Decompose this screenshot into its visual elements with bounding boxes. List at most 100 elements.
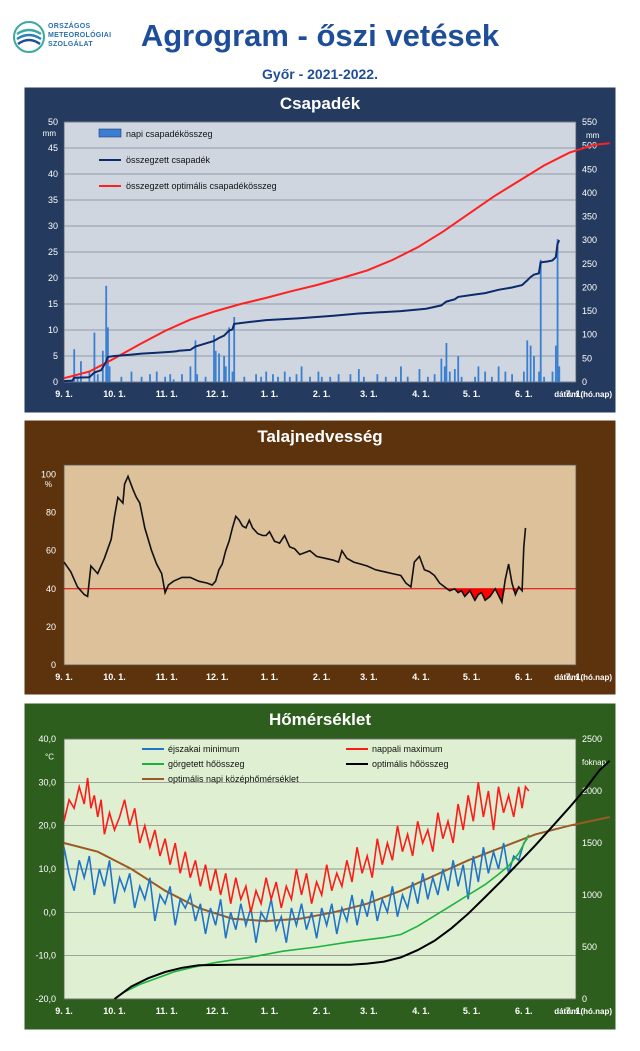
y-tick-label-right: 1500: [582, 838, 602, 848]
precip-bar: [529, 345, 532, 382]
x-tick-label: 5. 1.: [463, 1006, 481, 1016]
precip-bar: [538, 371, 540, 382]
y-tick-label-right: 200: [582, 282, 597, 292]
legend-label: optimális hőösszeg: [372, 759, 449, 769]
precip-bar: [288, 376, 291, 382]
page-title: Agrogram - őszi vetések: [140, 18, 500, 53]
chart-title: Hőmérséklet: [269, 710, 371, 729]
logo-text-1: ORSZÁGOS: [48, 23, 91, 30]
precip-bar: [362, 376, 365, 382]
y-tick-label-left: 45: [48, 143, 58, 153]
y-tick-label: 80: [46, 508, 56, 518]
series-line: [113, 760, 611, 1000]
y-tick-label-left: 50: [48, 117, 58, 127]
x-tick-label: 6. 1.: [515, 389, 533, 399]
precip-bar: [218, 353, 220, 382]
x-tick-label: 12. 1.: [206, 1006, 229, 1016]
precip-bar: [504, 371, 507, 382]
y-tick-label-left: 10: [48, 325, 58, 335]
precip-bar: [460, 376, 463, 382]
precip-bar: [260, 376, 263, 382]
precip-bar: [477, 366, 480, 382]
precip-bar: [406, 376, 409, 382]
precip-bar: [426, 376, 429, 382]
x-tick-label: 2. 1.: [313, 389, 331, 399]
precip-bar: [149, 374, 151, 382]
precip-bar: [120, 376, 123, 382]
y-tick-label: 100: [41, 470, 56, 480]
precip-bar: [443, 366, 446, 382]
y-tick-label-right: 150: [582, 306, 597, 316]
legend-label: nappali maximum: [372, 744, 443, 754]
y-tick-label-left: 5: [53, 351, 58, 361]
x-tick-label: 7. 1.: [566, 1006, 584, 1016]
y-tick-label-left: 15: [48, 299, 58, 309]
x-tick-label: 4. 1.: [412, 389, 430, 399]
x-tick-label: 1. 1.: [261, 1006, 279, 1016]
x-tick-label: 11. 1.: [156, 1006, 178, 1016]
plot-area: [63, 464, 577, 666]
precip-bar: [484, 371, 487, 382]
x-tick-label: 5. 1.: [463, 389, 481, 399]
precip-bar: [526, 340, 529, 382]
legend-label: napi csapadékösszeg: [126, 129, 213, 139]
precip-bar: [433, 374, 436, 382]
precip-bar: [283, 371, 286, 382]
header: ORSZÁGOS METEOROLÓGIAI SZOLGÁLAT Agrogra…: [0, 0, 640, 85]
x-tick-label: 2. 1.: [313, 672, 331, 682]
y-axis-label-right: foknap: [582, 758, 607, 767]
precip-bar: [309, 376, 311, 382]
precip-bar: [231, 371, 234, 382]
x-tick-label: 12. 1.: [206, 672, 229, 682]
y-axis-label-left: °C: [45, 752, 54, 761]
precip-bar: [349, 374, 352, 382]
precip-bar: [556, 239, 559, 382]
legend-label: görgetett hőösszeg: [168, 759, 245, 769]
precip-bar: [539, 259, 542, 382]
precip-bar: [204, 376, 207, 382]
precip-bar: [376, 374, 379, 382]
y-tick-label-left: 30: [48, 221, 58, 231]
precip-bar: [169, 374, 172, 382]
precip-bar: [400, 366, 402, 382]
y-tick-label-right: 500: [582, 942, 597, 952]
x-tick-label: 11. 1.: [156, 672, 178, 682]
legend-label: éjszakai minimum: [168, 744, 240, 754]
precip-bar: [233, 317, 236, 382]
y-tick-label-left: 10,0: [38, 864, 56, 874]
y-tick-label-right: 0: [582, 994, 587, 1004]
y-tick-label-left: 30,0: [38, 777, 56, 787]
y-tick-label-right: 450: [582, 164, 597, 174]
precip-bar: [337, 374, 340, 382]
precip-bar: [497, 366, 500, 382]
y-axis-label: %: [45, 480, 52, 489]
x-tick-label: 11. 1.: [156, 389, 178, 399]
y-tick-label-right: 300: [582, 235, 597, 245]
x-tick-label: 3. 1.: [360, 389, 378, 399]
precip-bar: [457, 356, 460, 382]
y-tick-label: 40: [46, 584, 56, 594]
y-tick-label-left: 25: [48, 247, 58, 257]
series-line: [63, 142, 610, 380]
precip-bar: [106, 327, 109, 382]
precip-bar: [196, 374, 199, 382]
series-line: [63, 838, 528, 943]
y-tick-label-left: 40: [48, 169, 58, 179]
precip-bar: [194, 340, 197, 382]
precip-bar: [214, 350, 217, 382]
precip-bar: [317, 371, 320, 382]
precip-bar: [189, 366, 192, 382]
precip-bar: [394, 376, 397, 382]
precip-bar: [300, 366, 303, 382]
y-tick-label: 0: [51, 660, 56, 670]
precip-bar: [164, 376, 167, 382]
y-tick-label-left: 35: [48, 195, 58, 205]
y-tick-label-right: 250: [582, 259, 597, 269]
precip-bar: [453, 369, 456, 382]
x-tick-label: 9. 1.: [55, 389, 73, 399]
series-line: [114, 834, 530, 1000]
y-tick-label-left: -20,0: [35, 994, 56, 1004]
omsz-logo: ORSZÁGOS METEOROLÓGIAI SZOLGÁLAT: [12, 20, 142, 60]
y-tick-label-right: 1000: [582, 890, 602, 900]
x-tick-label: 1. 1.: [261, 389, 279, 399]
